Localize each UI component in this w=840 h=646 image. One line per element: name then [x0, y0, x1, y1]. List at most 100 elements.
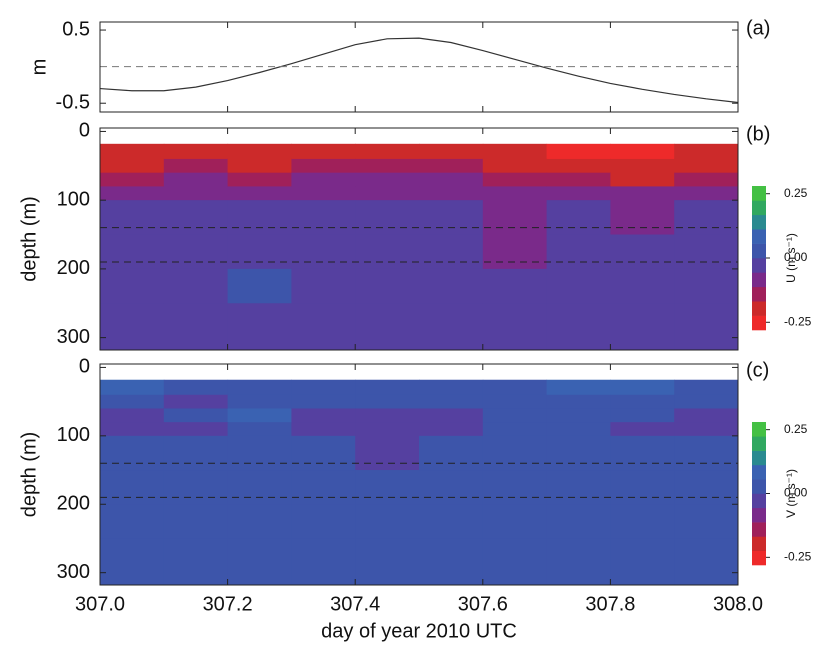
heat-cell	[482, 268, 548, 304]
colorbar-tick-label: 0.00	[784, 486, 808, 500]
heat-cell	[674, 186, 739, 201]
colorbar-swatch	[752, 315, 766, 331]
heat-cell	[100, 394, 165, 409]
heat-cell	[610, 470, 675, 505]
heat-cell	[546, 158, 611, 174]
heat-cell	[482, 186, 548, 201]
heat-cell	[291, 470, 356, 505]
heat-cell	[291, 186, 356, 201]
x-axis-label: day of year 2010 UTC	[321, 620, 517, 642]
heat-cell	[291, 538, 356, 586]
heat-cell	[291, 504, 356, 539]
panel-label: (a)	[746, 17, 770, 39]
colorbar-tick-label: -0.25	[784, 314, 812, 328]
heat-cell	[100, 470, 165, 505]
colorbar-swatch	[752, 272, 766, 288]
heat-cell	[419, 143, 484, 160]
heat-cell	[355, 538, 420, 586]
colorbar-tick-label: 0.25	[784, 422, 808, 436]
heat-cell	[355, 303, 420, 351]
heat-cell	[355, 200, 420, 236]
heat-cell	[291, 379, 356, 396]
colorbar-swatch	[752, 186, 766, 201]
y-tick-label: 100	[57, 188, 90, 210]
heat-cell	[674, 200, 739, 236]
colorbar-swatch	[752, 214, 766, 230]
heat-cell	[546, 435, 611, 471]
heat-cell	[227, 158, 292, 174]
heat-cell	[355, 143, 420, 160]
heat-cell	[163, 303, 229, 351]
x-tick-label: 307.0	[75, 593, 125, 615]
y-axis-label: depth (m)	[18, 196, 40, 282]
x-tick-label: 307.8	[585, 593, 635, 615]
heat-cell	[419, 408, 484, 423]
heat-cell	[163, 186, 229, 201]
heat-cell	[355, 234, 420, 270]
heat-cell	[546, 186, 611, 201]
heat-cell	[163, 538, 229, 586]
colorbar-label: V (m s⁻¹)	[784, 469, 798, 518]
heat-cell	[355, 504, 420, 539]
heat-cell	[100, 158, 165, 174]
heat-cell	[227, 234, 292, 270]
heat-cell	[546, 379, 611, 396]
plot-frame	[99, 127, 739, 351]
heat-cell	[546, 470, 611, 505]
y-tick-label: 200	[57, 257, 90, 279]
heat-cell	[291, 435, 356, 471]
x-tick-label: 307.6	[458, 593, 508, 615]
heat-cell	[227, 504, 292, 539]
heat-cell	[546, 143, 611, 160]
heat-cell	[610, 538, 675, 586]
heat-cell	[610, 200, 675, 236]
heat-cell	[355, 172, 420, 187]
heat-cell	[419, 435, 484, 471]
heat-cell	[674, 422, 739, 437]
y-tick-label: 0	[79, 356, 90, 378]
colorbar-swatch	[752, 243, 766, 259]
heat-cell	[227, 200, 292, 236]
heat-cell	[482, 538, 548, 586]
heat-cell	[482, 379, 548, 396]
heat-cell	[546, 394, 611, 409]
heat-cell	[419, 394, 484, 409]
heat-cell	[355, 408, 420, 423]
colorbar-swatch	[752, 536, 766, 551]
heat-cell	[355, 394, 420, 409]
heat-cell	[291, 268, 356, 304]
heat-cell	[100, 303, 165, 351]
heat-cell	[674, 379, 739, 396]
heat-cell	[163, 379, 229, 396]
heat-cell	[482, 422, 548, 437]
heat-cell	[227, 303, 292, 351]
heat-cell	[227, 422, 292, 437]
heat-cell	[482, 234, 548, 270]
heat-cell	[546, 422, 611, 437]
heat-cell	[610, 379, 675, 396]
heat-cell	[163, 422, 229, 437]
heat-cell	[100, 379, 165, 396]
heat-cell	[163, 504, 229, 539]
heat-cell	[163, 158, 229, 174]
heat-cell	[674, 504, 739, 539]
y-tick-label: 300	[57, 326, 90, 348]
colorbar-swatch	[752, 522, 766, 537]
heat-cell	[610, 435, 675, 471]
heat-cell	[674, 470, 739, 505]
y-axis-label: m	[28, 59, 50, 76]
heat-cell	[163, 172, 229, 187]
x-tick-label: 307.2	[203, 593, 253, 615]
heat-cell	[100, 200, 165, 236]
colorbar-swatch	[752, 422, 766, 437]
heat-cell	[227, 408, 292, 423]
colorbar-swatch	[752, 301, 766, 316]
heat-cell	[355, 158, 420, 174]
panel-label: (b)	[746, 123, 770, 145]
x-tick-label: 308.0	[713, 593, 763, 615]
y-tick-label: 200	[57, 493, 90, 515]
heat-cell	[227, 538, 292, 586]
colorbar-swatch	[752, 507, 766, 523]
heat-cell	[546, 268, 611, 304]
heat-cell	[227, 435, 292, 471]
